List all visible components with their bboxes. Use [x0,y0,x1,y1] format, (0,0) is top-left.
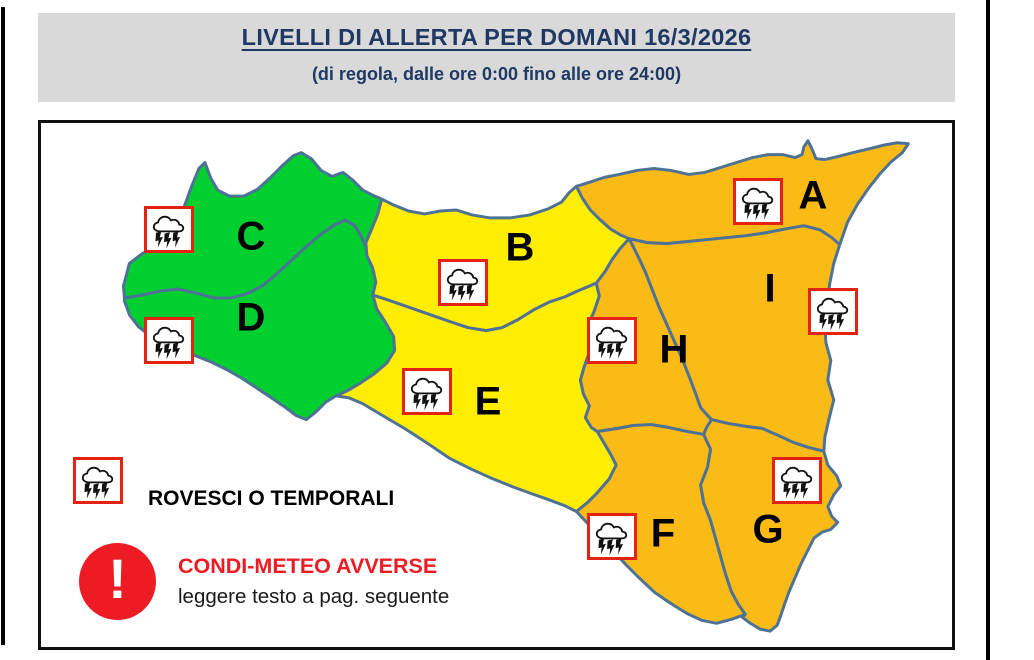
zone-label-b: B [505,225,535,270]
zone-label-i: I [764,266,776,311]
zone-label-a: A [798,173,828,218]
zone-f-region [574,423,747,625]
storm-icon-box-b [438,259,488,306]
storm-icon-box-c [144,206,194,253]
zone-label-c: C [236,214,266,259]
thunderstorm-icon [407,373,447,411]
zone-label-f: F [650,511,676,556]
storm-icon-box-g [772,457,822,504]
zone-label-e: E [474,379,502,424]
storm-icon-box-d [144,317,194,364]
warning-subtitle: leggere testo a pag. seguente [178,585,450,608]
thunderstorm-icon [813,293,853,331]
exclamation-mark: ! [108,547,127,610]
thunderstorm-icon [443,264,483,302]
exclamation-icon: ! [79,543,156,620]
page-subtitle: (di regola, dalle ore 0:00 fino alle ore… [311,64,682,84]
thunderstorm-icon [78,462,118,500]
thunderstorm-icon [738,183,778,221]
thunderstorm-icon [592,518,632,556]
legend-storm-icon-box [73,457,123,504]
warning-title: CONDI-METEO AVVERSE [178,554,438,578]
storm-icon-box-e [402,368,452,415]
header-band: LIVELLI DI ALLERTA PER DOMANI 16/3/2026 … [38,13,955,102]
zone-label-g: G [752,507,784,552]
thunderstorm-icon [149,211,189,249]
storm-icon-box-h [587,317,637,364]
zone-label-h: H [659,327,689,372]
page-edge-line-right [986,0,990,660]
legend-storm-label: ROVESCI O TEMPORALI [148,487,395,510]
storm-icon-box-f [587,513,637,560]
thunderstorm-icon [777,462,817,500]
zone-label-d: D [236,295,266,340]
page-edge-line-left [1,7,5,645]
thunderstorm-icon [149,322,189,360]
page-title: LIVELLI DI ALLERTA PER DOMANI 16/3/2026 [241,24,752,50]
thunderstorm-icon [592,322,632,360]
storm-icon-box-a [733,178,783,225]
storm-icon-box-i [808,288,858,335]
